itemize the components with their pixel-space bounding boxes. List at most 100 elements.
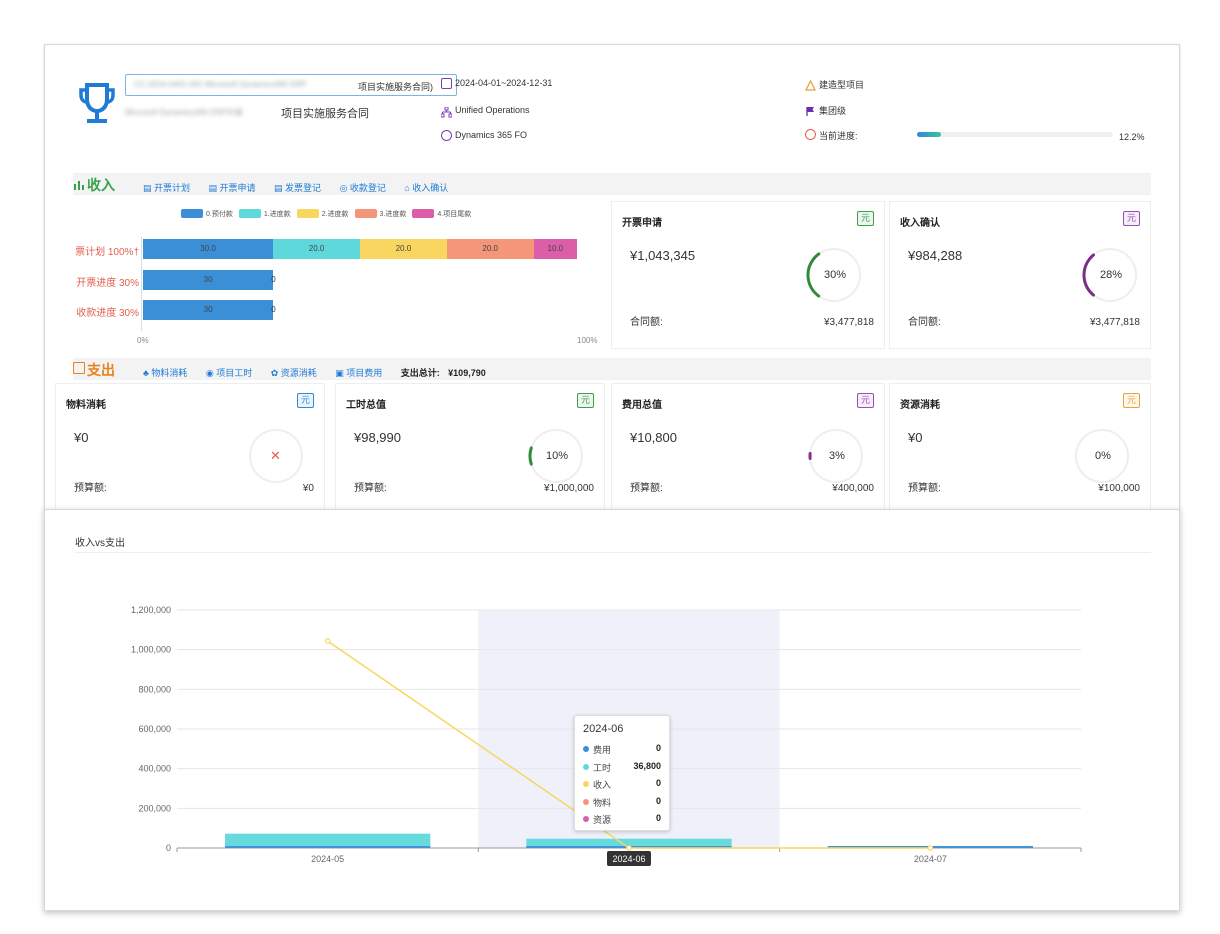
expense-section-header: 支出 ♣ 物料消耗 ◉ 项目工时 ✿ 资源消耗 ▣ 项目费用 支出总计: ¥10…: [73, 358, 1151, 380]
line-point[interactable]: [626, 845, 632, 851]
hbar-segment[interactable]: 30.0: [143, 239, 274, 259]
billing-progress-chart: 0.预付款 1.进度款 2.进度款 3.进度款 4.项目尾款 †票计划 100% 30.0…: [45, 197, 597, 347]
card-percent: 0%: [1095, 450, 1111, 462]
card-title: 费用总值: [622, 400, 662, 411]
x-axis-pointer-label: 2024-06: [612, 854, 645, 864]
card-footer-label: 预算额:: [908, 483, 941, 494]
legend-item[interactable]: 2.进度款: [296, 209, 349, 219]
hbar-segment[interactable]: 20.0: [360, 239, 447, 259]
tab-revenue-confirm-label: 收入确认: [412, 183, 449, 193]
bar-工时[interactable]: [225, 833, 431, 846]
tab-project-hours[interactable]: ◉ 项目工时: [205, 368, 253, 378]
stat-card[interactable]: 资源消耗 元 ¥0 0% 预算额: ¥100,000: [889, 383, 1151, 511]
y-tick-label: 200,000: [138, 803, 171, 813]
progress-ring: [249, 429, 303, 483]
card-footer-value: ¥3,477,818: [1089, 317, 1140, 328]
tab-invoice-register[interactable]: ▤ 发票登记: [273, 183, 321, 193]
bar-工时[interactable]: [526, 838, 732, 846]
calendar-icon: [441, 78, 452, 89]
progress-ring: [528, 428, 584, 484]
legend-swatch: [412, 209, 435, 219]
expense-section-title: 支出: [87, 362, 115, 378]
legend-label: 4.项目尾款: [437, 210, 472, 218]
card-footer-label: 预算额:: [354, 483, 387, 494]
hbar-segment[interactable]: 20.0: [446, 239, 534, 259]
line-point[interactable]: [927, 845, 934, 851]
income-legend: 0.预付款 1.进度款 2.进度款 3.进度款 4.项目尾款: [181, 205, 477, 223]
line-point[interactable]: [324, 638, 331, 644]
hbar-segment[interactable]: 20.0: [273, 239, 360, 259]
tab-material-consumption[interactable]: ♣ 物料消耗: [143, 368, 188, 378]
stat-card[interactable]: 费用总值 元 ¥10,800 3% 预算额: ¥400,000: [611, 383, 885, 511]
tooltip-series-value: 36,800: [633, 760, 661, 771]
hbar-label: 开票进度 30%: [76, 278, 139, 289]
stat-card[interactable]: 开票申请 元 ¥1,043,345 30% 合同额: ¥3,477,818: [611, 201, 885, 349]
progress-ring: [1082, 247, 1138, 303]
tooltip-series-value: 0: [655, 813, 661, 823]
card-amount: ¥0: [908, 430, 923, 445]
hbar-segment[interactable]: 30: [143, 300, 274, 320]
x-tick-label: 2024-07: [914, 854, 947, 864]
contract-code-field[interactable]: CC-2024-0401-001 Microsoft Dynamics365 E…: [125, 74, 457, 96]
sitemap-icon: [440, 105, 453, 118]
tab-billing-plan[interactable]: ▤ 开票计划: [143, 183, 191, 193]
close-icon: ✕: [270, 448, 281, 463]
progress-ring: [808, 428, 864, 484]
chart-title: 收入vs支出: [75, 538, 125, 549]
card-footer-label: 预算额:: [74, 483, 107, 494]
card-amount: ¥98,990: [354, 430, 401, 445]
legend-label: 3.进度款: [379, 210, 407, 218]
stat-card[interactable]: 收入确认 元 ¥984,288 28% 合同额: ¥3,477,818: [889, 201, 1151, 349]
tab-material-label: 物料消耗: [151, 368, 188, 378]
card-footer-label: 合同额:: [630, 317, 663, 328]
bar-chart-icon: [73, 178, 85, 190]
hbar-end-label: 0: [271, 305, 276, 314]
tab-resource-consumption[interactable]: ✿ 资源消耗: [270, 368, 317, 378]
card-footer-label: 合同额:: [908, 317, 941, 328]
flag-icon: [805, 104, 816, 116]
tooltip-row: 资源 0: [583, 812, 663, 826]
tooltip-series-name: 物料: [593, 797, 612, 808]
progress-bar-fill: [917, 132, 941, 137]
y-tick-label: 600,000: [138, 724, 171, 734]
tab-resource-label: 资源消耗: [280, 368, 317, 378]
tab-billing-request[interactable]: ▤ 开票申请: [208, 183, 256, 193]
product-label: Dynamics 365 FO: [455, 130, 528, 140]
tab-hours-label: 项目工时: [216, 368, 253, 378]
hbar-segment[interactable]: 30: [143, 270, 274, 290]
unit-badge: 元: [1123, 393, 1140, 408]
legend-item[interactable]: 1.进度款: [238, 209, 291, 219]
progress-bar: [917, 132, 1113, 137]
card-footer-value: ¥400,000: [832, 483, 874, 494]
product-icon: [441, 130, 452, 141]
income-expense-chart[interactable]: 0 200,000 400,000 600,000 800,000 1,000,000 1,…: [45, 510, 1180, 911]
tab-payment-register[interactable]: ◎ 收款登记: [339, 183, 386, 193]
unit-badge: 元: [857, 393, 874, 408]
card-percent: 3%: [829, 450, 845, 462]
tooltip-dot: [583, 763, 589, 770]
progress-label: 当前进度:: [819, 131, 858, 141]
hbar-segment[interactable]: 10.0: [533, 239, 577, 259]
legend-item[interactable]: 4.项目尾款: [412, 209, 471, 219]
expense-icon: [73, 362, 85, 374]
tab-project-expense[interactable]: ▣ 项目费用: [335, 368, 383, 378]
expense-tabs: ♣ 物料消耗 ◉ 项目工时 ✿ 资源消耗 ▣ 项目费用 支出总计: ¥109,7…: [143, 363, 486, 378]
x-axis-pointer-badge: [607, 851, 651, 866]
bar-费用[interactable]: [225, 846, 431, 848]
card-amount: ¥1,043,345: [630, 248, 696, 263]
stat-card[interactable]: 物料消耗 元 ¥0 ✕ 预算额: ¥0: [55, 383, 325, 511]
tooltip-series-value: 0: [655, 743, 661, 753]
chart-title-divider: [75, 552, 1151, 553]
platform-label: Unified Operations: [455, 105, 530, 115]
card-title: 开票申请: [622, 218, 662, 229]
stat-card[interactable]: 工时总值 元 ¥98,990 10% 预算额: ¥1,000,000: [335, 383, 605, 511]
legend-swatch: [181, 209, 203, 219]
tab-revenue-confirm[interactable]: ⌂ 收入确认: [404, 183, 449, 193]
legend-item[interactable]: 3.进度款: [354, 209, 407, 219]
warning-triangle-icon: [804, 78, 817, 91]
ring-arc: [808, 428, 864, 484]
unit-badge: 元: [1123, 211, 1140, 226]
tooltip-title: 2024-06: [583, 723, 624, 735]
legend-item[interactable]: 0.预付款: [181, 209, 233, 219]
tooltip-dot: [583, 781, 589, 787]
